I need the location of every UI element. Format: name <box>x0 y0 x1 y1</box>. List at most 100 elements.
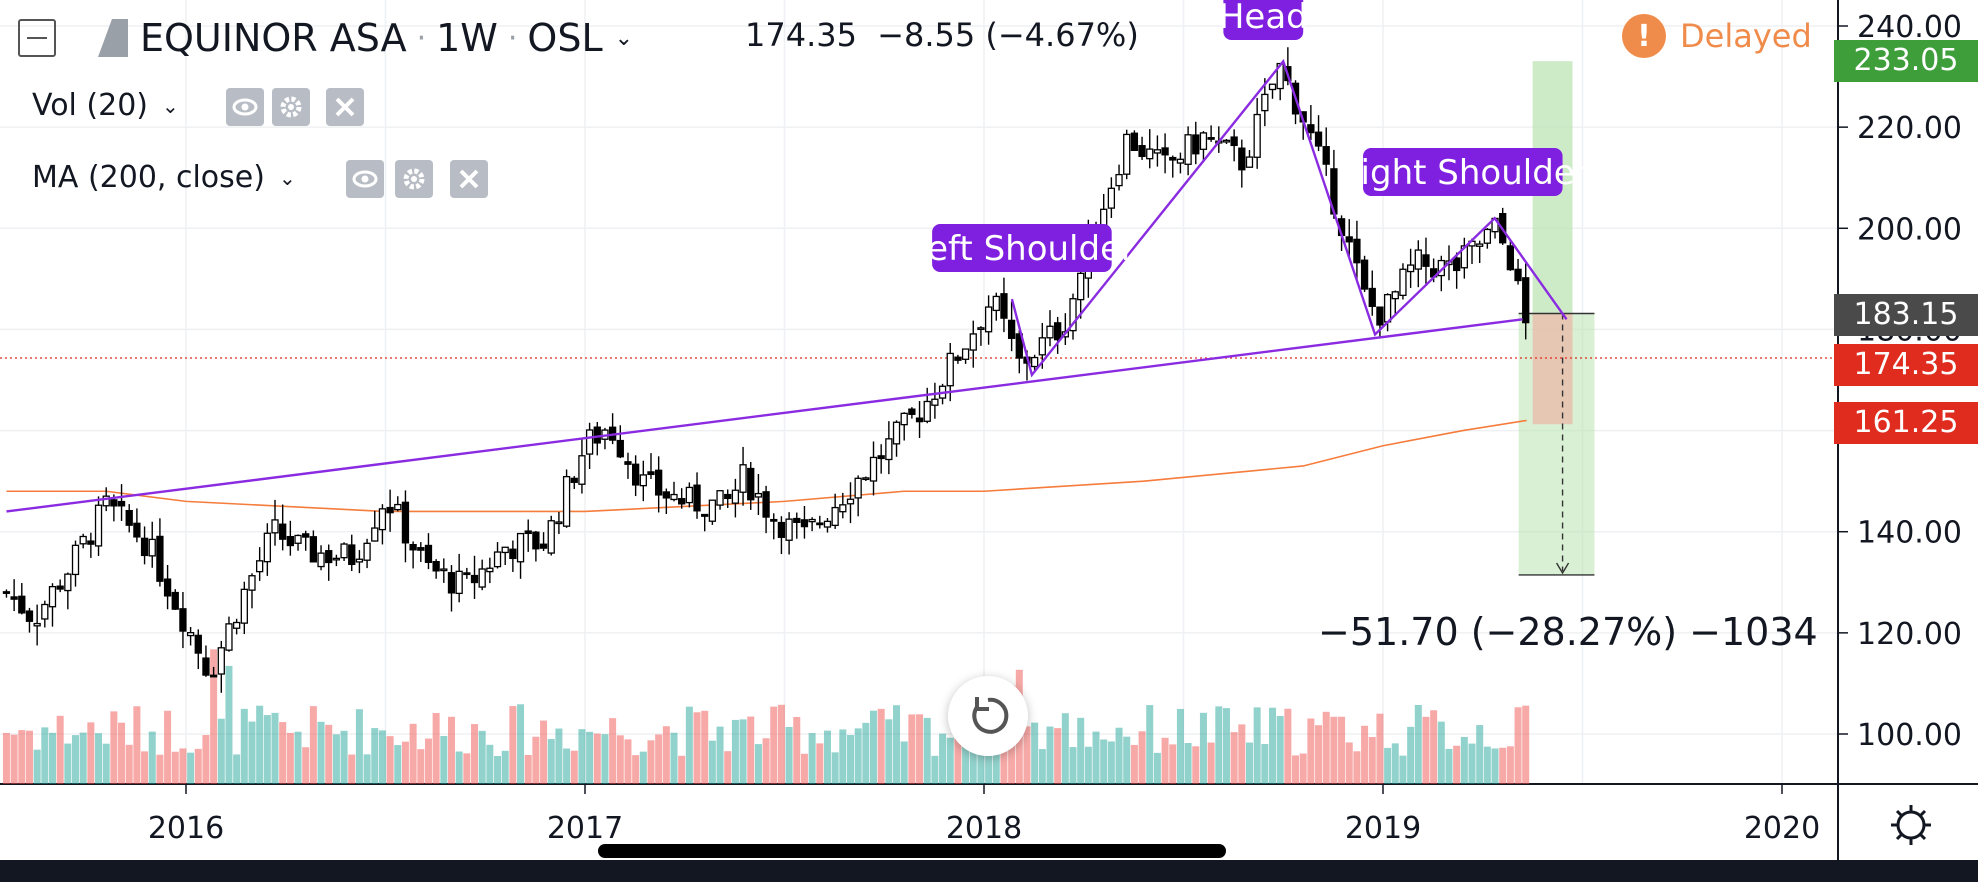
candle-body <box>716 490 724 506</box>
indicator-ma[interactable]: MA (200, close) ⌄ <box>32 160 296 195</box>
close-icon[interactable] <box>450 160 488 198</box>
sep-2: · <box>507 20 518 56</box>
volume-bar <box>946 737 954 784</box>
volume-bar <box>1453 745 1461 784</box>
volume-bar <box>862 722 870 784</box>
candle-body <box>670 493 678 501</box>
volume-bar <box>870 710 878 784</box>
volume-bar <box>256 705 264 784</box>
candle-body <box>831 506 839 527</box>
badge-entry: 183.15 <box>1834 294 1978 336</box>
candle-body <box>885 438 893 461</box>
volume-bar <box>1437 721 1445 784</box>
candle-body <box>1353 238 1361 264</box>
candle-body <box>1038 337 1046 356</box>
candle-body <box>1522 277 1530 324</box>
volume-bar <box>1491 748 1499 784</box>
pattern-label-text: Left Shoulder <box>909 229 1135 269</box>
chevron-down-icon[interactable]: ⌄ <box>614 25 634 51</box>
chevron-down-icon[interactable]: ⌄ <box>162 93 179 118</box>
candle-body <box>10 596 18 600</box>
layout-icon[interactable] <box>18 19 56 57</box>
candle-body <box>578 455 586 485</box>
replay-button[interactable] <box>948 676 1028 756</box>
volume-bar <box>1061 713 1069 784</box>
volume-bar <box>731 719 739 784</box>
candle-body <box>394 503 402 511</box>
candle-body <box>1000 293 1008 319</box>
close-icon[interactable] <box>326 88 364 126</box>
delayed-status[interactable]: ! Delayed <box>1622 14 1812 58</box>
volume-bar <box>179 748 187 784</box>
badge-target: 233.05 <box>1834 40 1978 82</box>
indicator-ma-label[interactable]: MA (200, close) <box>32 160 265 195</box>
volume-bar <box>455 751 463 784</box>
candle-body <box>923 400 931 422</box>
volume-bar <box>532 736 540 784</box>
candle-body <box>570 477 578 483</box>
volume-bar <box>985 733 993 784</box>
candle-body <box>470 574 479 584</box>
eye-icon[interactable] <box>226 88 264 126</box>
candle-body <box>271 519 279 534</box>
volume-bar <box>141 751 149 784</box>
volume-bar <box>371 728 379 784</box>
volume-bar <box>125 744 133 784</box>
price-change: −8.55 <box>877 16 976 54</box>
candle-body <box>309 536 318 563</box>
candle-body <box>862 477 870 481</box>
gear-icon[interactable] <box>272 88 310 126</box>
chart-settings-icon[interactable] <box>1888 802 1934 848</box>
volume-bar <box>1430 710 1438 784</box>
candle-body <box>869 456 878 482</box>
volume-bar <box>1077 717 1085 784</box>
interval[interactable]: 1W <box>436 16 498 60</box>
y-tick-label: 200.00 <box>1857 212 1962 247</box>
pattern-label-bg <box>1223 0 1304 40</box>
volume-bar <box>739 719 747 784</box>
y-tick-label: 220.00 <box>1857 111 1962 146</box>
volume-bar <box>1138 731 1146 784</box>
indicator-vol[interactable]: Vol (20) ⌄ <box>32 88 179 123</box>
candle-body <box>854 477 862 499</box>
candle-body <box>984 306 993 333</box>
candle-body <box>325 550 333 564</box>
volume-bar <box>785 726 793 784</box>
volume-bar <box>1276 715 1284 784</box>
volume-bar <box>762 738 770 784</box>
indicator-vol-label[interactable]: Vol (20) <box>32 88 149 123</box>
volume-bar <box>716 726 724 784</box>
volume-bar <box>1330 716 1338 784</box>
candle-body <box>1146 148 1154 160</box>
volume-bar <box>463 753 471 784</box>
candle-body <box>762 491 770 518</box>
candle-body <box>1030 356 1039 368</box>
y-tick-label: 140.00 <box>1857 516 1962 551</box>
volume-bar <box>1031 722 1039 784</box>
volume-bar <box>294 731 302 784</box>
chevron-down-icon[interactable]: ⌄ <box>278 165 296 190</box>
candle-body <box>624 461 632 465</box>
volume-bar <box>662 726 670 784</box>
candle-body <box>87 540 95 545</box>
volume-bar <box>409 723 417 784</box>
volume-bar <box>793 716 801 784</box>
candle-body <box>386 506 394 514</box>
volume-bar <box>41 727 49 784</box>
volume-bar <box>1284 708 1292 784</box>
volume-bar <box>2 732 10 784</box>
candle-body <box>555 521 563 525</box>
home-indicator[interactable] <box>598 844 1226 858</box>
volume-bar <box>1384 747 1392 784</box>
exchange[interactable]: OSL <box>527 16 603 60</box>
candle-body <box>156 535 164 582</box>
symbol-header[interactable]: EQUINOR ASA · 1W · OSL ⌄ <box>18 14 633 62</box>
symbol-name[interactable]: EQUINOR ASA <box>140 16 407 60</box>
eye-icon[interactable] <box>346 160 384 198</box>
volume-bar <box>95 733 103 784</box>
volume-bar <box>1522 705 1530 784</box>
candle-body <box>71 544 80 576</box>
candle-body <box>532 531 540 550</box>
gear-icon[interactable] <box>395 160 433 198</box>
